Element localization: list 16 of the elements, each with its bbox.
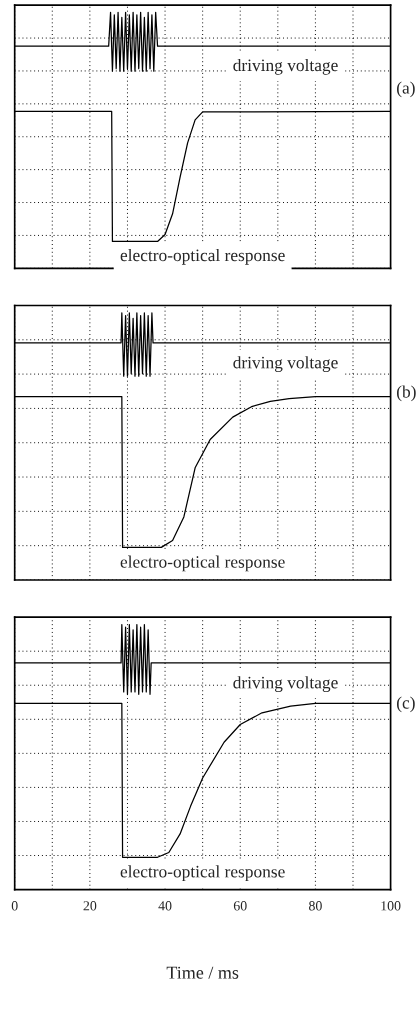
series-label: driving voltage [233, 58, 338, 75]
text: (a) [397, 81, 415, 98]
series-label: electro-optical response [120, 248, 285, 265]
x-tick-label: 0 [11, 901, 18, 911]
x-tick-label: 60 [233, 901, 247, 911]
text: (b) [397, 385, 416, 402]
x-tick-label: 80 [309, 901, 322, 911]
x-tick-label: 100 [381, 901, 401, 911]
series-label: driving voltage [233, 356, 338, 372]
text: (c) [397, 696, 415, 713]
series-label: driving voltage [233, 676, 338, 693]
series-label: electro-optical response [120, 865, 285, 882]
x-tick-label: 20 [83, 901, 97, 911]
x-axis-title: Time / ms [166, 966, 239, 979]
series-label: electro-optical response [120, 555, 285, 572]
x-tick-label: 40 [158, 901, 172, 911]
